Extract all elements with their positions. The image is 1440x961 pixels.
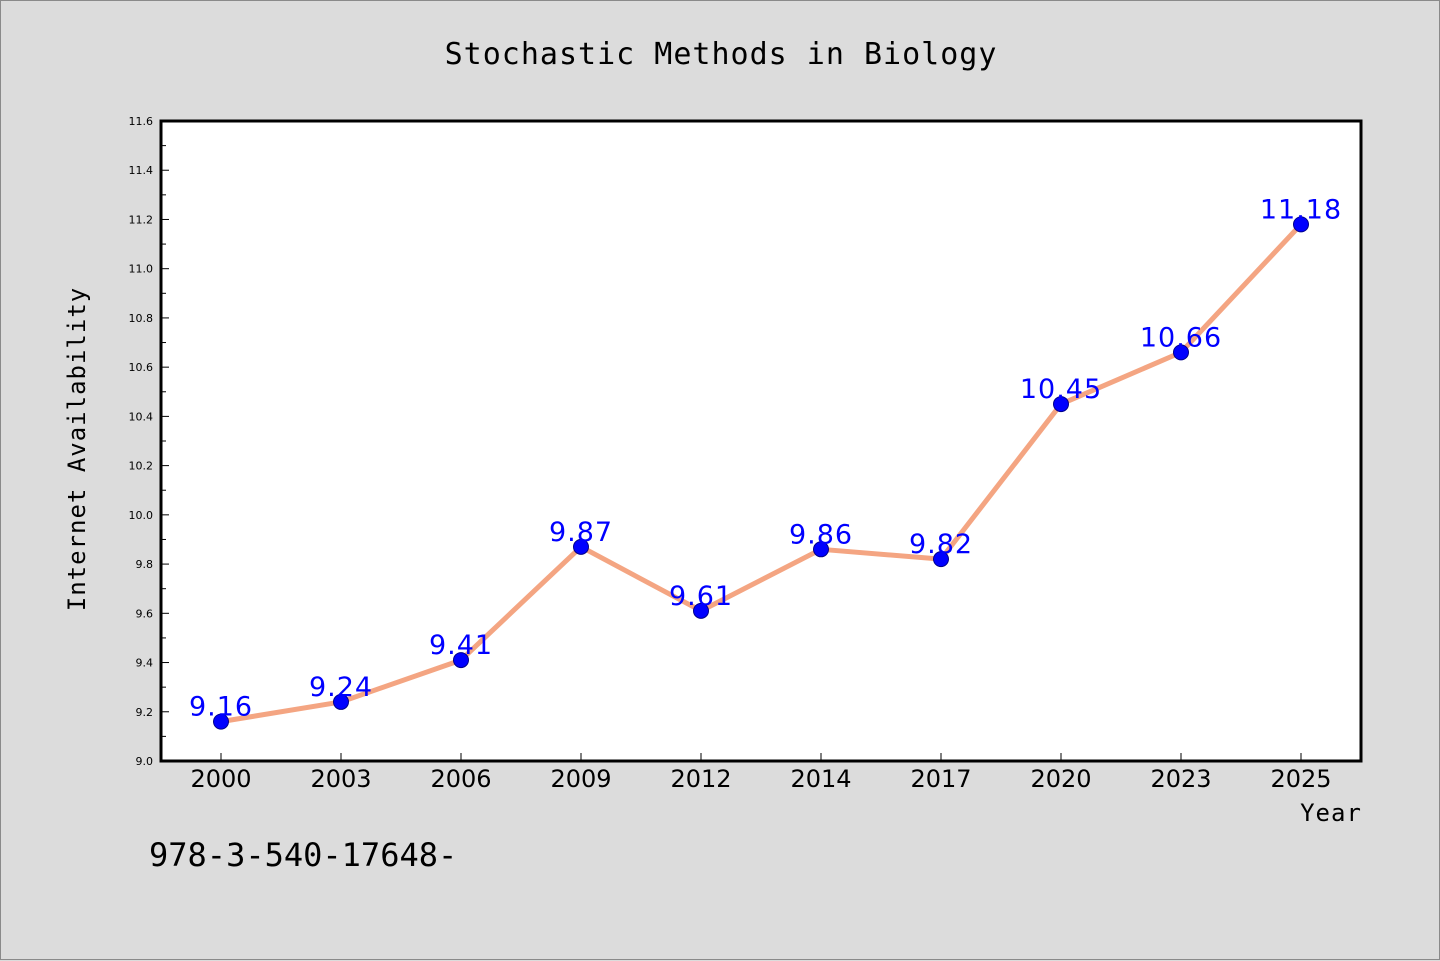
data-point — [453, 652, 469, 669]
x-tick-label: 2000 — [190, 765, 251, 793]
data-point — [333, 693, 349, 710]
x-tick-label: 2023 — [1150, 765, 1211, 793]
plot-area — [159, 119, 1363, 763]
series-line-group — [218, 221, 1304, 725]
series-markers — [213, 216, 1309, 730]
x-tick-label: 2003 — [310, 765, 371, 793]
data-point — [933, 551, 949, 568]
y-tick-label: 10.6 — [129, 361, 154, 374]
data-label: 10.45 — [1020, 374, 1102, 405]
y-tick-label: 11.6 — [129, 115, 154, 128]
data-label: 9.87 — [549, 517, 613, 548]
y-tick-label: 9.8 — [136, 558, 154, 571]
data-point — [213, 713, 229, 730]
data-point — [813, 541, 829, 558]
y-tick-label: 10.4 — [129, 410, 154, 423]
y-tick-label: 10.2 — [129, 460, 154, 473]
data-label: 9.41 — [429, 630, 493, 661]
data-point — [1173, 344, 1189, 361]
y-tick-label: 11.0 — [129, 263, 154, 276]
y-tick-label: 9.0 — [136, 755, 154, 768]
x-tick-label: 2017 — [910, 765, 971, 793]
x-tick-label: 2025 — [1270, 765, 1331, 793]
data-point — [1053, 396, 1069, 413]
data-label: 9.61 — [669, 581, 733, 612]
data-label: 11.18 — [1260, 194, 1342, 225]
series-line — [218, 221, 1304, 725]
y-tick-label: 9.6 — [136, 607, 154, 620]
data-label: 10.66 — [1140, 322, 1222, 353]
y-tick-label: 11.4 — [129, 164, 154, 177]
data-point — [573, 538, 589, 555]
y-tick-label: 11.2 — [129, 213, 154, 226]
data-point — [1293, 216, 1309, 233]
x-tick-label: 2012 — [670, 765, 731, 793]
x-axis-ticks: 2000 2003 2006 2009 2012 2014 2017 2020 2023 2025 — [190, 753, 1332, 793]
y-tick-label: 10.8 — [129, 312, 154, 325]
x-tick-label: 2009 — [550, 765, 611, 793]
x-tick-label: 2006 — [430, 765, 491, 793]
data-point — [693, 602, 709, 619]
y-axis-ticks: 9.0 9.2 9.4 9.6 9.8 10.0 10.2 10.4 10.6 10.8 11.0 1… — [129, 115, 169, 768]
y-tick-label: 9.2 — [136, 706, 154, 719]
data-label: 9.16 — [189, 692, 253, 723]
y-tick-label: 9.4 — [136, 657, 154, 670]
data-labels: 9.16 9.24 9.41 9.87 9.61 9.86 9.82 10.45 10.66 11… — [189, 194, 1342, 723]
data-label: 9.24 — [309, 672, 373, 703]
data-label: 9.82 — [909, 529, 973, 560]
footer-text: 978-3-540-17648- — [149, 836, 457, 874]
chart-title: Stochastic Methods in Biology — [445, 37, 998, 72]
data-label: 9.86 — [789, 519, 853, 550]
x-tick-label: 2014 — [790, 765, 851, 793]
x-axis-label: Year — [1300, 799, 1362, 827]
x-tick-label: 2020 — [1030, 765, 1091, 793]
y-tick-label: 10.0 — [129, 509, 154, 522]
y-axis-label: Internet Availability — [63, 287, 91, 611]
